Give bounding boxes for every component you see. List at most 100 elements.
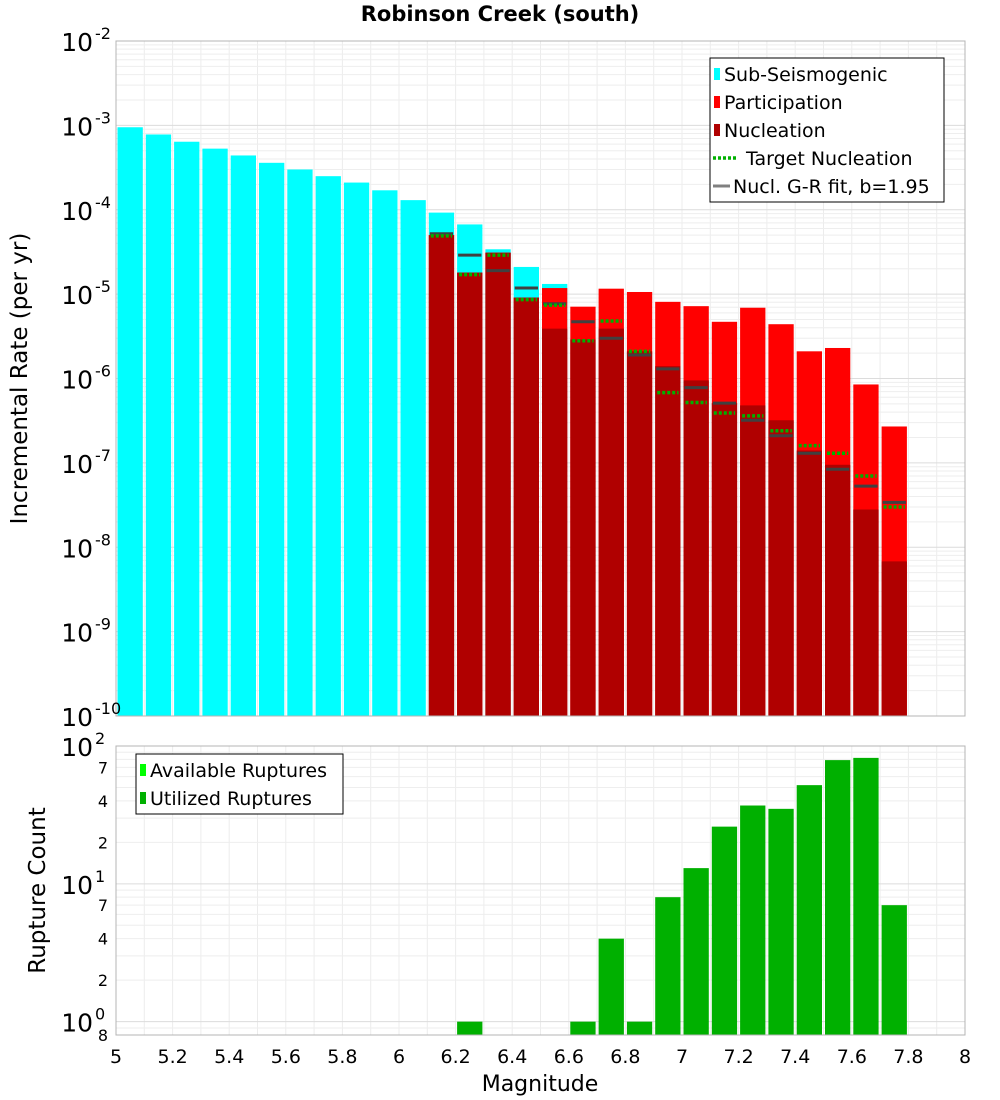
count-legend-box bbox=[135, 753, 344, 815]
rate-y-tick-exponent: -10 bbox=[95, 699, 121, 718]
rate-y-tick-label: 10 bbox=[61, 703, 93, 732]
count-y-minor-tick-label: 7 bbox=[98, 896, 108, 915]
count-y-minor-tick-label: 2 bbox=[98, 833, 108, 852]
sub-seismogenic-bar bbox=[259, 162, 285, 716]
x-tick-label: 6.4 bbox=[497, 1046, 527, 1068]
nucleation-bar bbox=[768, 420, 794, 716]
sub-seismogenic-bar bbox=[117, 127, 143, 716]
nucleation-legend-label: Nucleation bbox=[724, 120, 826, 142]
sub-seismogenic-bar bbox=[145, 134, 172, 717]
available-ruptures-legend-label: Available Ruptures bbox=[150, 760, 327, 782]
utilized-ruptures-bar bbox=[853, 757, 879, 1035]
rate-plot-border bbox=[115, 40, 966, 717]
sub-seismogenic-bar bbox=[202, 148, 228, 716]
count-plot-border bbox=[115, 745, 966, 1036]
x-tick-label: 7.4 bbox=[780, 1046, 810, 1068]
sub-seismogenic-bar bbox=[287, 169, 313, 716]
utilized-ruptures-bar bbox=[796, 785, 822, 1035]
rate-y-axis-label: Incremental Rate (per yr) bbox=[7, 233, 33, 525]
x-tick-label: 5.8 bbox=[327, 1046, 357, 1068]
rate-y-tick-label: 10 bbox=[61, 197, 93, 226]
rate-y-tick-exponent: -8 bbox=[95, 530, 111, 549]
sub-seismogenic-bar bbox=[230, 155, 256, 716]
utilized-ruptures-bar bbox=[626, 1021, 653, 1035]
utilized-ruptures-bar bbox=[711, 826, 738, 1035]
x-tick-label: 8 bbox=[959, 1046, 971, 1068]
sub-seismogenic-legend-label: Sub-Seismogenic bbox=[724, 64, 888, 86]
sub-seismogenic-bar bbox=[315, 176, 341, 716]
x-tick-label: 5.2 bbox=[157, 1046, 187, 1068]
count-y-tick-exponent: 2 bbox=[95, 729, 105, 748]
utilized-ruptures-bar bbox=[457, 1021, 483, 1035]
x-tick-label: 6.6 bbox=[554, 1046, 584, 1068]
participation-legend-label: Participation bbox=[724, 92, 843, 114]
rate-y-tick-label: 10 bbox=[61, 112, 93, 141]
utilized-ruptures-bar bbox=[655, 897, 681, 1035]
nucleation-bar bbox=[570, 339, 596, 716]
nucleation-bar bbox=[626, 351, 653, 716]
utilized-ruptures-bar bbox=[683, 868, 709, 1035]
count-y-minor-tick-label: 4 bbox=[98, 930, 108, 949]
target-nucleation-legend-label: Target Nucleation bbox=[745, 148, 913, 170]
nucleation-bar bbox=[655, 366, 681, 716]
x-tick-label: 7.2 bbox=[723, 1046, 753, 1068]
count-y-tick-label: 10 bbox=[61, 733, 93, 762]
utilized-ruptures-bar bbox=[881, 905, 907, 1035]
rate-y-tick-label: 10 bbox=[61, 366, 93, 395]
count-y-minor-tick-label: 2 bbox=[98, 971, 108, 990]
count-y-minor-tick-label: 8 bbox=[98, 1026, 108, 1045]
sub-seismogenic-bar bbox=[174, 141, 200, 716]
chart-title: Robinson Creek (south) bbox=[360, 2, 640, 26]
nucleation-bar bbox=[740, 405, 766, 716]
x-tick-label: 7 bbox=[676, 1046, 688, 1068]
count-y-tick-label: 10 bbox=[61, 871, 93, 900]
nucleation-bar bbox=[428, 235, 455, 716]
rate-y-tick-label: 10 bbox=[61, 619, 93, 648]
nucleation-bar bbox=[711, 403, 738, 716]
nucleation-legend-swatch bbox=[714, 124, 720, 136]
nucleation-bar bbox=[485, 252, 511, 716]
count-y-axis-label: Rupture Count bbox=[25, 807, 51, 973]
sub-seismogenic-legend-swatch bbox=[714, 68, 720, 80]
rate-y-tick-exponent: -3 bbox=[95, 108, 111, 127]
gr-fit-legend-label: Nucl. G-R fit, b=1.95 bbox=[733, 176, 930, 198]
x-tick-label: 5.6 bbox=[271, 1046, 301, 1068]
utilized-ruptures-bar bbox=[768, 808, 794, 1035]
nucleation-bar bbox=[683, 380, 709, 716]
x-tick-label: 6 bbox=[393, 1046, 405, 1068]
magnitude-x-axis-label: Magnitude bbox=[482, 1072, 599, 1097]
count-y-tick-exponent: 1 bbox=[95, 867, 105, 886]
available-ruptures-legend-swatch bbox=[140, 764, 146, 776]
rate-y-tick-exponent: -6 bbox=[95, 362, 111, 381]
x-tick-label: 5 bbox=[110, 1046, 122, 1068]
rate-y-tick-exponent: -4 bbox=[95, 193, 111, 212]
rate-legend-box bbox=[709, 57, 945, 203]
utilized-ruptures-legend-label: Utilized Ruptures bbox=[150, 788, 312, 810]
nucleation-bar bbox=[796, 450, 822, 716]
participation-legend-swatch bbox=[714, 96, 720, 108]
rate-y-tick-label: 10 bbox=[61, 28, 93, 57]
utilized-ruptures-bar bbox=[825, 760, 851, 1035]
utilized-ruptures-legend-swatch bbox=[140, 792, 146, 804]
x-tick-label: 7.6 bbox=[837, 1046, 867, 1068]
utilized-ruptures-bar bbox=[740, 805, 766, 1035]
nucleation-bar bbox=[598, 328, 624, 716]
rate-y-tick-exponent: -2 bbox=[95, 24, 111, 43]
nucleation-bar bbox=[825, 464, 851, 716]
rate-y-tick-exponent: -9 bbox=[95, 615, 111, 634]
nucleation-bar bbox=[542, 328, 568, 716]
nucleation-bar bbox=[457, 272, 483, 716]
count-y-tick-label: 10 bbox=[61, 1009, 93, 1038]
nucleation-bar bbox=[881, 561, 907, 716]
rate-y-tick-label: 10 bbox=[61, 450, 93, 479]
utilized-ruptures-bar bbox=[598, 938, 624, 1035]
count-y-minor-tick-label: 7 bbox=[98, 758, 108, 777]
x-tick-label: 6.2 bbox=[440, 1046, 470, 1068]
utilized-ruptures-bar bbox=[570, 1021, 596, 1035]
nucleation-bar bbox=[513, 297, 539, 716]
rate-y-tick-label: 10 bbox=[61, 534, 93, 563]
x-tick-label: 7.8 bbox=[893, 1046, 923, 1068]
